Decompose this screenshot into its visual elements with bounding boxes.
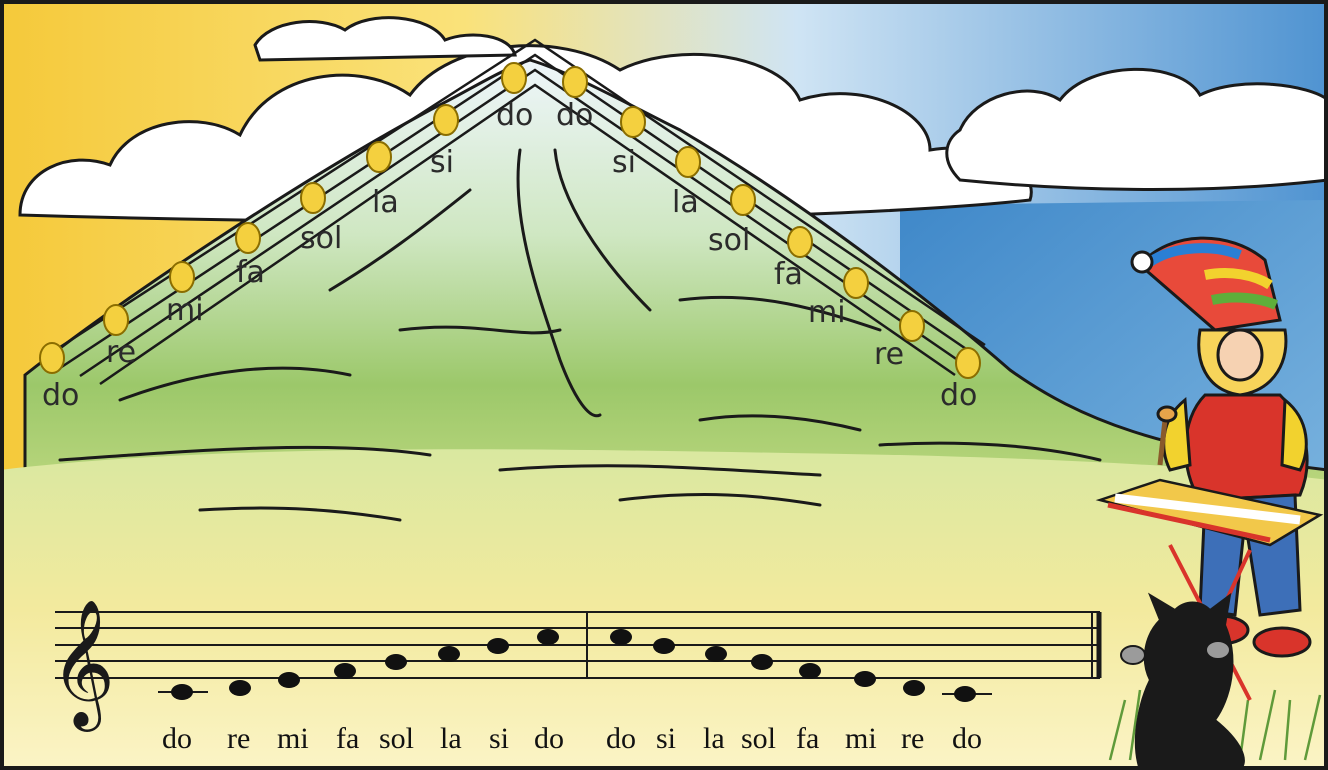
mountain-label-right-3: sol — [708, 223, 750, 258]
mountain-label-right-5: mi — [808, 295, 846, 330]
staff-label-desc-3: sol — [741, 722, 776, 755]
staff-label-asc-5: la — [440, 722, 462, 755]
mountain-label-left-7: do — [496, 98, 533, 133]
mountain-label-left-5: la — [372, 185, 399, 220]
mountain-label-right-7: do — [940, 378, 977, 413]
staff-label-desc-4: fa — [796, 722, 819, 755]
black-cat — [1120, 592, 1245, 770]
staff-label-asc-0: do — [162, 722, 192, 755]
staff-label-desc-2: la — [703, 722, 725, 755]
staff-label-desc-7: do — [952, 722, 982, 755]
mountain-label-left-6: si — [430, 145, 454, 180]
staff-label-desc-0: do — [606, 722, 636, 755]
staff-label-desc-5: mi — [845, 722, 877, 755]
mountain — [23, 58, 1328, 562]
treble-clef-icon: 𝄞 — [50, 598, 115, 732]
staff-notes — [171, 629, 976, 702]
mountain-label-right-6: re — [874, 337, 904, 372]
mountain-label-left-2: mi — [166, 293, 204, 328]
mountain-label-right-1: si — [612, 145, 636, 180]
mountain-texture — [58, 148, 1102, 522]
mountain-label-right-0: do — [556, 98, 593, 133]
mountain-label-left-1: re — [106, 335, 136, 370]
staff-label-asc-3: fa — [336, 722, 359, 755]
staff-label-desc-1: si — [656, 722, 676, 755]
staff-label-asc-6: si — [489, 722, 509, 755]
mountain-label-right-4: fa — [774, 257, 803, 292]
staff-label-asc-7: do — [534, 722, 564, 755]
meadow — [0, 449, 1328, 770]
music-staff — [55, 611, 1102, 695]
mountain-label-left-0: do — [42, 378, 79, 413]
mountain-staff — [39, 38, 986, 386]
mountain-label-right-2: la — [672, 185, 699, 220]
staff-label-asc-2: mi — [277, 722, 309, 755]
staff-label-desc-6: re — [901, 722, 924, 755]
mountain-label-left-3: fa — [236, 255, 265, 290]
mountain-notes — [39, 62, 981, 379]
mountain-label-left-4: sol — [300, 221, 342, 256]
staff-label-asc-1: re — [227, 722, 250, 755]
staff-label-asc-4: sol — [379, 722, 414, 755]
